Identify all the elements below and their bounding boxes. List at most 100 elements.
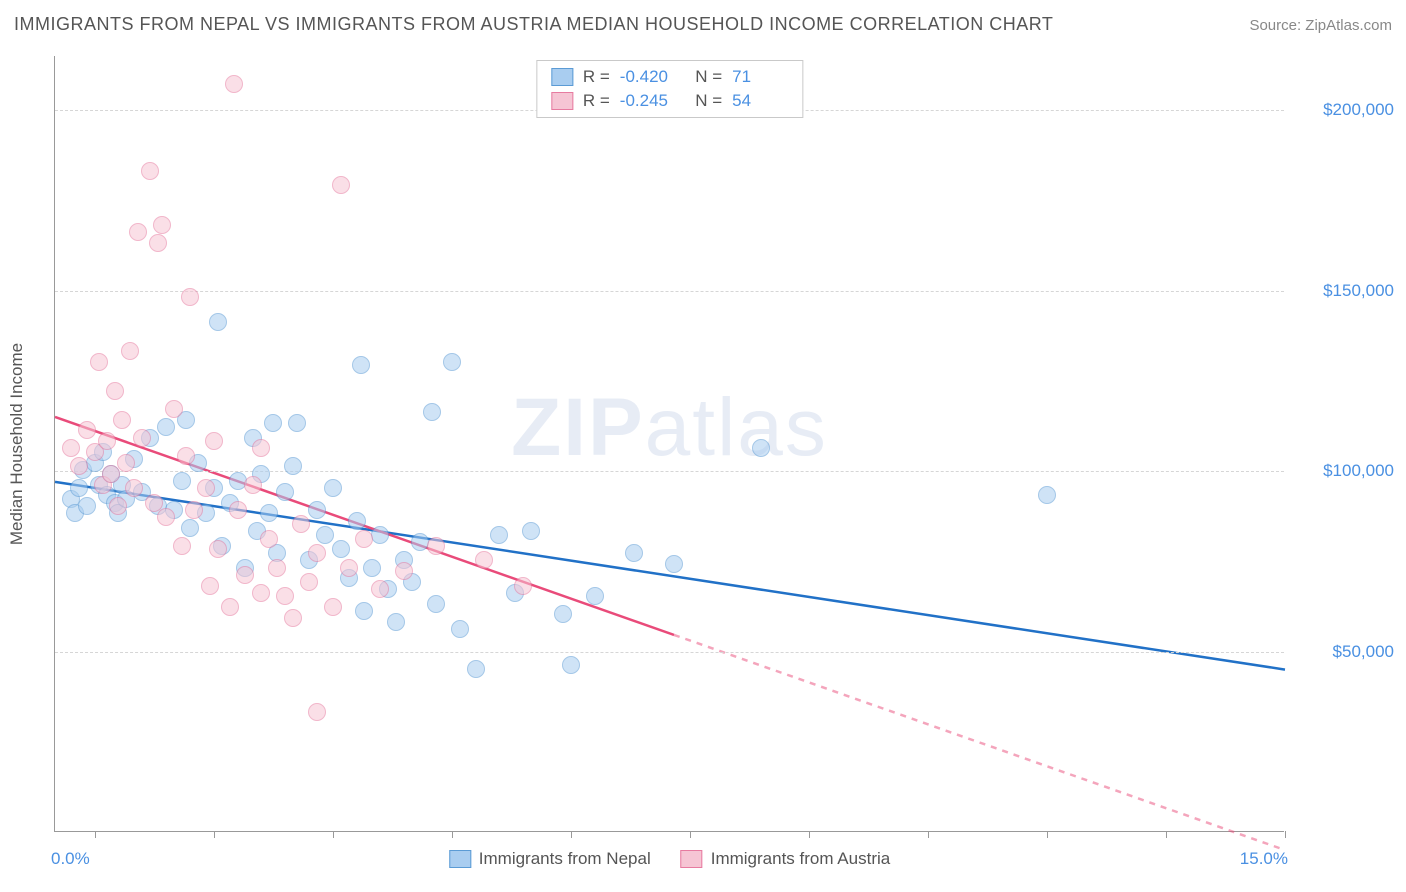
data-point [395, 562, 413, 580]
data-point [467, 660, 485, 678]
data-point [181, 288, 199, 306]
data-point [308, 544, 326, 562]
x-axis-min-label: 0.0% [51, 849, 90, 869]
data-point [177, 447, 195, 465]
x-tick [452, 831, 453, 838]
data-point [149, 234, 167, 252]
x-tick [1047, 831, 1048, 838]
data-point [244, 476, 262, 494]
data-point [141, 162, 159, 180]
data-point [490, 526, 508, 544]
data-point [324, 479, 342, 497]
data-point [260, 504, 278, 522]
x-tick [690, 831, 691, 838]
data-point [173, 472, 191, 490]
data-point [90, 353, 108, 371]
n-value: 71 [732, 67, 788, 87]
legend-swatch [449, 850, 471, 868]
plot-area: Median Household Income ZIPatlas 0.0% 15… [54, 56, 1284, 832]
data-point [109, 497, 127, 515]
data-point [292, 515, 310, 533]
data-point [70, 457, 88, 475]
data-point [201, 577, 219, 595]
data-point [125, 479, 143, 497]
data-point [284, 457, 302, 475]
data-point [423, 403, 441, 421]
watermark: ZIPatlas [511, 381, 828, 475]
data-point [181, 519, 199, 537]
data-point [78, 421, 96, 439]
data-point [340, 559, 358, 577]
data-point [625, 544, 643, 562]
data-point [451, 620, 469, 638]
data-point [324, 598, 342, 616]
legend-swatch [551, 92, 573, 110]
gridline [55, 652, 1284, 653]
data-point [752, 439, 770, 457]
data-point [153, 216, 171, 234]
series-name: Immigrants from Nepal [479, 849, 651, 869]
series-name: Immigrants from Austria [711, 849, 891, 869]
data-point [427, 537, 445, 555]
data-point [300, 573, 318, 591]
data-point [157, 418, 175, 436]
data-point [221, 598, 239, 616]
x-tick [571, 831, 572, 838]
data-point [586, 587, 604, 605]
x-axis-max-label: 15.0% [1240, 849, 1288, 869]
data-point [225, 75, 243, 93]
data-point [98, 432, 116, 450]
data-point [106, 382, 124, 400]
data-point [209, 313, 227, 331]
gridline [55, 291, 1284, 292]
data-point [209, 540, 227, 558]
data-point [665, 555, 683, 573]
data-point [475, 551, 493, 569]
data-point [1038, 486, 1056, 504]
data-point [352, 356, 370, 374]
x-tick [1166, 831, 1167, 838]
data-point [371, 526, 389, 544]
data-point [284, 609, 302, 627]
n-label: N = [686, 91, 722, 111]
data-point [562, 656, 580, 674]
data-point [165, 400, 183, 418]
bottom-legend-item: Immigrants from Austria [681, 849, 891, 869]
data-point [252, 439, 270, 457]
data-point [62, 439, 80, 457]
y-axis-title: Median Household Income [7, 342, 27, 544]
data-point [236, 566, 254, 584]
y-tick-label: $150,000 [1294, 281, 1394, 301]
data-point [229, 501, 247, 519]
n-label: N = [686, 67, 722, 87]
x-tick [928, 831, 929, 838]
data-point [348, 512, 366, 530]
data-point [78, 497, 96, 515]
x-tick [809, 831, 810, 838]
data-point [387, 613, 405, 631]
data-point [363, 559, 381, 577]
stats-legend-row: R = -0.420 N = 71 [551, 65, 788, 89]
x-tick [333, 831, 334, 838]
bottom-legend: Immigrants from Nepal Immigrants from Aus… [449, 849, 890, 869]
data-point [276, 587, 294, 605]
data-point [197, 479, 215, 497]
data-point [133, 429, 151, 447]
data-point [173, 537, 191, 555]
data-point [205, 432, 223, 450]
n-value: 54 [732, 91, 788, 111]
data-point [355, 602, 373, 620]
data-point [522, 522, 540, 540]
r-label: R = [583, 91, 610, 111]
data-point [332, 176, 350, 194]
r-label: R = [583, 67, 610, 87]
r-value: -0.420 [620, 67, 676, 87]
data-point [252, 584, 270, 602]
data-point [427, 595, 445, 613]
data-point [332, 540, 350, 558]
legend-swatch [551, 68, 573, 86]
data-point [129, 223, 147, 241]
data-point [157, 508, 175, 526]
data-point [554, 605, 572, 623]
data-point [185, 501, 203, 519]
